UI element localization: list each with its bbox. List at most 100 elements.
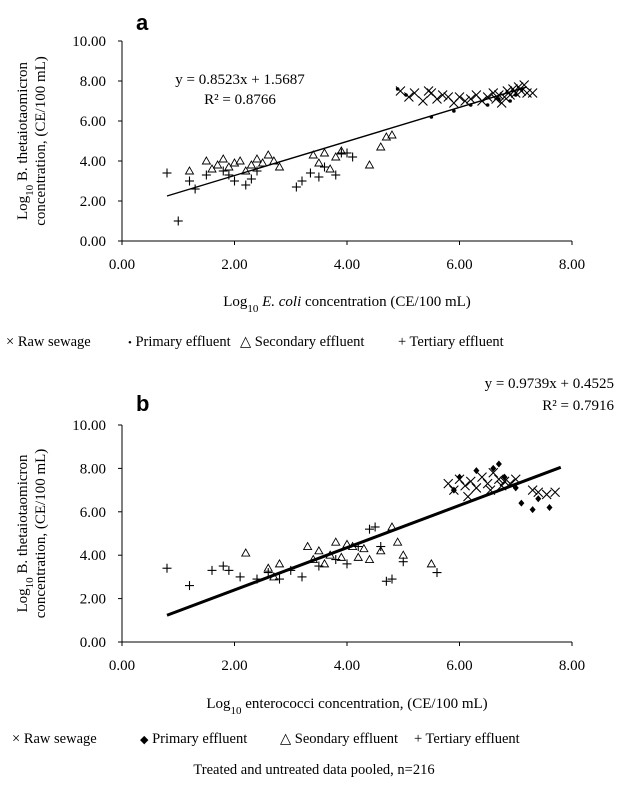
- data-point: [308, 554, 319, 563]
- data-point: [426, 558, 437, 568]
- data-point: [246, 174, 256, 184]
- data-point: [452, 109, 456, 113]
- data-point: [423, 86, 434, 96]
- data-point: [512, 484, 519, 492]
- data-point: [240, 166, 251, 175]
- data-point: [302, 541, 313, 550]
- data-point: [516, 86, 527, 96]
- data-point: [485, 485, 496, 495]
- data-point: [501, 473, 508, 481]
- data-point: [319, 148, 330, 157]
- data-point: [471, 483, 482, 493]
- data-point: [529, 506, 536, 514]
- data-point: [376, 542, 386, 552]
- data-point: [246, 160, 257, 169]
- x-tick-label: 8.00: [559, 658, 585, 674]
- x-axis-title: Log10 E. coli concentration (CE/100 mL): [223, 294, 471, 315]
- data-point: [252, 154, 262, 163]
- data-point: [252, 574, 262, 584]
- data-point: [398, 550, 409, 559]
- data-point: [212, 160, 223, 169]
- data-point: [162, 563, 172, 573]
- y-axis-title-line2: concentration, (CE/100 mL): [33, 449, 49, 619]
- data-point: [493, 90, 504, 100]
- data-point: [387, 574, 397, 584]
- data-point: [342, 539, 352, 548]
- y-axis-title-line1: Log10 B. thetaiotaomicron: [15, 454, 36, 613]
- series-x: [395, 80, 538, 108]
- data-point: [185, 176, 194, 186]
- data-point: [314, 172, 324, 182]
- data-point: [162, 168, 172, 178]
- data-point: [263, 150, 274, 159]
- data-point: [499, 476, 510, 487]
- data-point: [468, 103, 473, 107]
- data-point: [235, 156, 245, 165]
- data-point: [535, 495, 542, 503]
- data-point: [454, 92, 465, 102]
- x-tick-label: 0.00: [109, 257, 135, 273]
- data-point: [305, 168, 315, 178]
- data-point: [235, 572, 245, 582]
- legend-item: ◆ Primary effluent: [140, 731, 247, 747]
- data-point: [387, 522, 397, 531]
- data-point: [286, 565, 296, 575]
- data-point: [331, 170, 341, 180]
- data-point: [365, 524, 374, 534]
- data-point: [375, 142, 386, 151]
- series-dot: [395, 87, 524, 119]
- data-point: [456, 473, 463, 481]
- y-axis-title-line2: concentration, (CE/100 mL): [33, 56, 49, 226]
- data-point: [218, 154, 229, 163]
- data-point: [482, 92, 493, 102]
- y-tick-label: 4.00: [80, 154, 106, 170]
- data-point: [297, 176, 307, 186]
- data-point: [409, 88, 420, 98]
- data-point: [230, 176, 239, 186]
- data-point: [241, 180, 251, 190]
- y-tick-label: 6.00: [80, 114, 106, 130]
- data-point: [275, 574, 284, 584]
- legend-item: △ Seondary effluent: [280, 731, 398, 747]
- data-point: [437, 90, 448, 100]
- data-point: [269, 571, 279, 581]
- data-point: [319, 558, 330, 568]
- data-point: [320, 162, 329, 172]
- data-point: [395, 87, 400, 91]
- data-point: [505, 90, 516, 100]
- y-tick-label: 2.00: [80, 592, 106, 608]
- data-point: [348, 152, 358, 162]
- legend-item: × Raw sewage: [12, 731, 97, 747]
- data-point: [269, 156, 279, 165]
- data-point: [450, 486, 457, 494]
- data-point: [224, 565, 234, 575]
- footnote: Treated and untreated data pooled, n=216: [193, 762, 435, 778]
- data-point: [508, 99, 512, 103]
- regression-equation: y = 0.8523x + 1.5687: [175, 72, 305, 88]
- data-point: [488, 467, 499, 478]
- x-tick-label: 2.00: [221, 658, 247, 674]
- data-point: [370, 522, 380, 532]
- data-point: [527, 485, 538, 495]
- panel-letter: a: [136, 10, 149, 35]
- data-point: [485, 103, 490, 107]
- data-point: [252, 166, 262, 176]
- data-point: [240, 548, 251, 557]
- series-diamond: [450, 460, 553, 514]
- data-point: [533, 487, 544, 498]
- trend-line: [166, 86, 528, 197]
- data-point: [314, 545, 324, 555]
- data-point: [502, 86, 513, 96]
- data-point: [325, 550, 335, 559]
- x-tick-label: 2.00: [221, 257, 247, 273]
- legend-item: + Tertiary effluent: [398, 334, 504, 350]
- y-tick-label: 0.00: [80, 234, 106, 250]
- data-point: [432, 94, 442, 104]
- data-point: [173, 216, 183, 226]
- data-point: [224, 162, 234, 171]
- x-tick-label: 0.00: [109, 658, 135, 674]
- r-squared: R² = 0.7916: [542, 398, 614, 414]
- data-point: [207, 164, 217, 173]
- x-tick-label: 6.00: [446, 257, 472, 273]
- data-point: [330, 152, 341, 161]
